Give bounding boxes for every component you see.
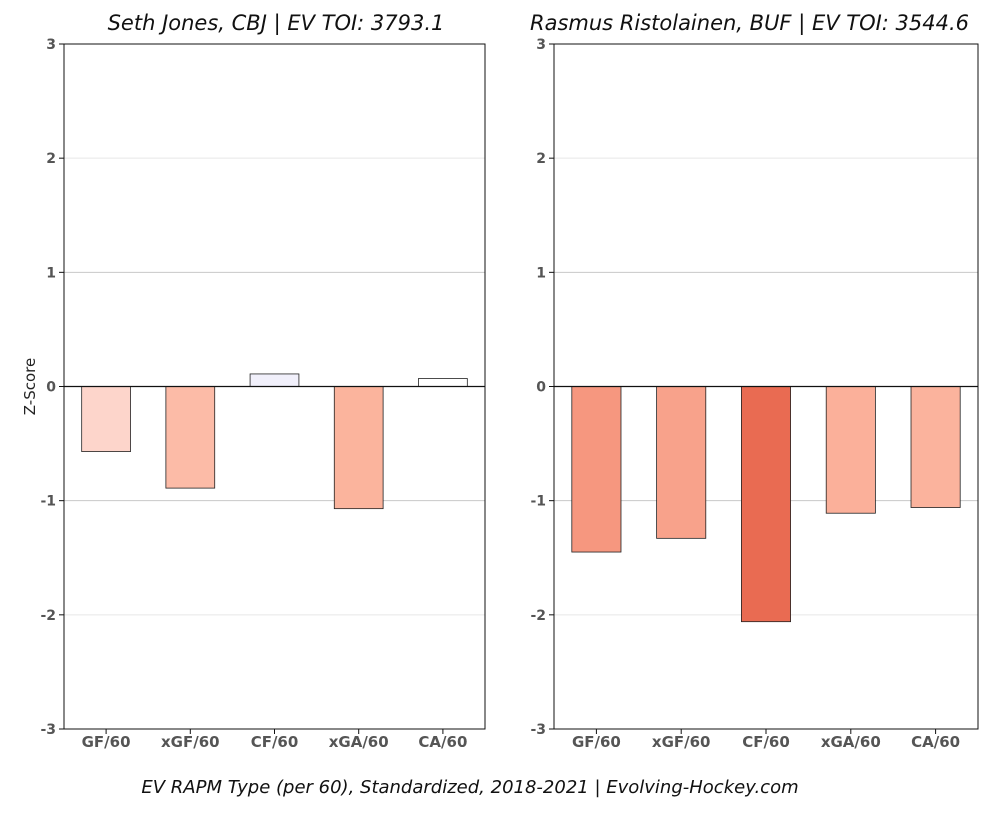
y-tick-label: 3 <box>46 37 56 53</box>
y-tick-label: -2 <box>40 608 56 624</box>
x-tick-label: xGF/60 <box>161 733 220 751</box>
y-tick-label: -1 <box>40 494 56 510</box>
bar-cf-60 <box>249 373 300 387</box>
y-tick-label: -2 <box>530 608 546 624</box>
y-axis-label: Z-Score <box>21 358 39 415</box>
bar-cf-60 <box>741 386 791 623</box>
x-tick-label: xGA/60 <box>329 733 389 751</box>
y-tick-label: 0 <box>46 380 56 396</box>
bar-xga-60 <box>333 386 384 510</box>
panel-title: Seth Jones, CBJ | EV TOI: 3793.1 <box>108 11 445 36</box>
y-tick-label: 3 <box>536 37 546 53</box>
x-tick-label: CA/60 <box>418 733 467 751</box>
bar-gf-60 <box>571 386 622 553</box>
panel-title: Rasmus Ristolainen, BUF | EV TOI: 3544.6 <box>530 11 969 36</box>
bar-xgf-60 <box>656 386 707 539</box>
bar-xga-60 <box>825 386 876 514</box>
y-tick-label: 1 <box>46 265 56 281</box>
y-tick-label: -3 <box>530 722 546 738</box>
x-tick-label: xGA/60 <box>821 733 881 751</box>
x-tick-label: xGF/60 <box>652 733 711 751</box>
bar-ca-60 <box>418 378 468 387</box>
y-tick-label: -1 <box>530 494 546 510</box>
chart-panel-2: -3 -2 -1 0 1 2 3 GF/60 xGF/60 CF/60 xGA/60 CA/60 Ras… <box>530 11 979 751</box>
bar-gf-60 <box>81 386 131 452</box>
y-tick-label: 2 <box>536 151 546 167</box>
y-tick-label: 1 <box>536 265 546 281</box>
x-tick-label: GF/60 <box>572 733 621 751</box>
x-tick-label: CA/60 <box>911 733 960 751</box>
y-tick-label: 2 <box>46 151 56 167</box>
chart-panel-1: -3 -2 -1 0 1 2 3 GF/60 xGF/60 CF/60 xGA/60 CA/60 Set… <box>21 11 486 751</box>
bar-ca-60 <box>910 386 961 508</box>
footer-caption: EV RAPM Type (per 60), Standardized, 201… <box>141 777 798 798</box>
x-tick-label: GF/60 <box>82 733 131 751</box>
x-tick-label: CF/60 <box>251 733 299 751</box>
y-tick-label: -3 <box>40 722 56 738</box>
bar-xgf-60 <box>165 386 216 489</box>
y-tick-label: 0 <box>536 380 546 396</box>
x-tick-label: CF/60 <box>742 733 790 751</box>
